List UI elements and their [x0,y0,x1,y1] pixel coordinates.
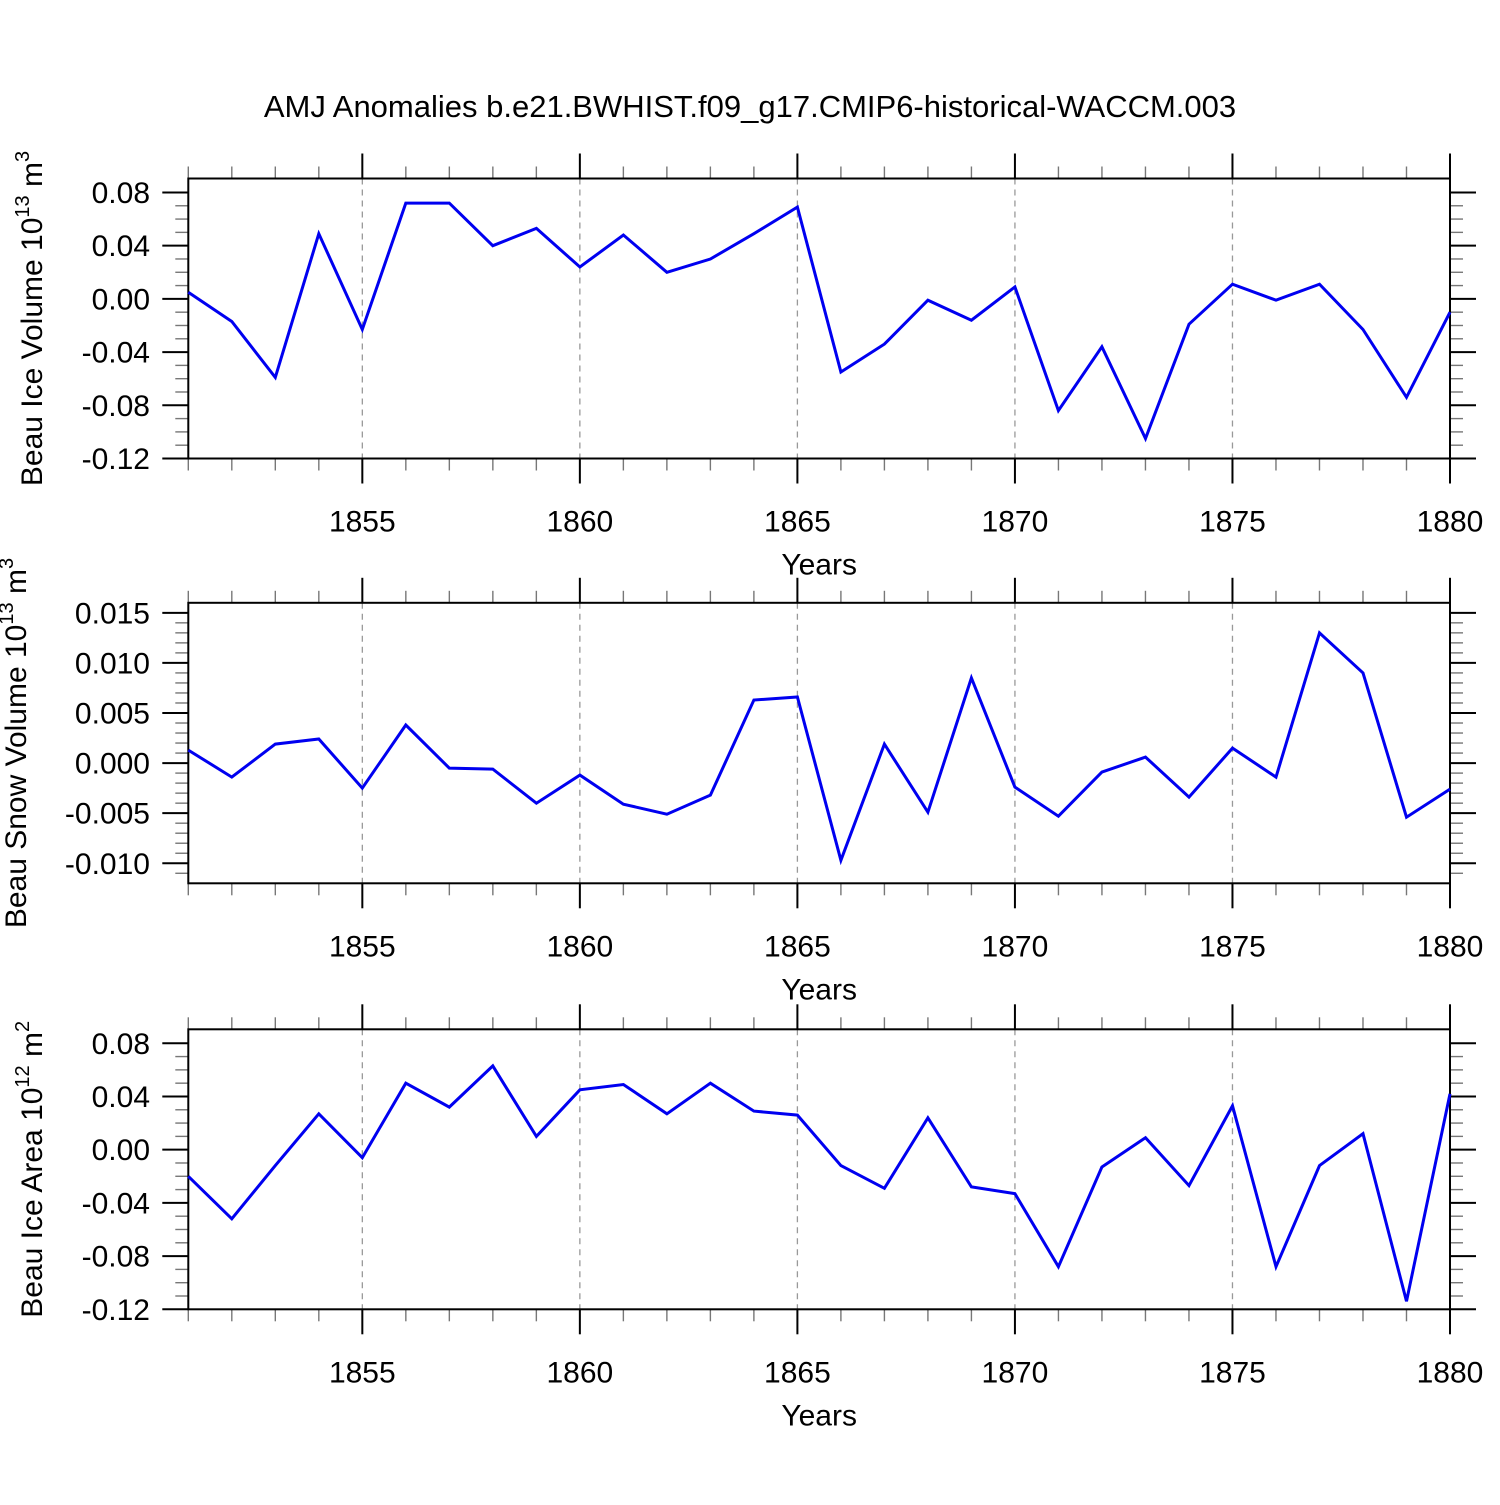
major-ticks [162,1004,1476,1335]
chart-title: AMJ Anomalies b.e21.BWHIST.f09_g17.CMIP6… [264,89,1236,124]
x-tick-label: 1870 [982,930,1049,963]
x-tick-label: 1880 [1417,930,1484,963]
x-tick-label: 1875 [1199,1356,1266,1389]
y-tick-label: 0.005 [75,697,150,730]
y-tick-label: -0.08 [82,1241,150,1274]
major-ticks [162,577,1476,909]
x-tick-label: 1860 [546,930,613,963]
x-tick-label: 1855 [329,930,396,963]
y-tick-label: -0.010 [65,848,150,881]
x-tick-label: 1860 [546,506,613,539]
x-tick-label: 1875 [1199,930,1266,963]
x-tick-label: 1880 [1417,506,1484,539]
y-tick-label: -0.04 [82,337,150,370]
y-tick-label: 0.010 [75,647,150,680]
x-tick-label: 1860 [546,1356,613,1389]
data-line-ice-area [187,1063,1452,1302]
x-tick-label: 1880 [1417,1356,1484,1389]
y-axis-label: Beau Ice Area 1012 m2 [12,1021,49,1318]
y-tick-label: -0.005 [65,798,150,831]
x-tick-label: 1865 [764,1356,831,1389]
y-tick-label: -0.04 [82,1187,150,1220]
minor-ticks [175,166,1463,471]
y-tick-labels: 0.08 0.04 0.00 -0.04 -0.08 -0.12 [82,177,150,476]
x-tick-label: 1865 [764,506,831,539]
x-tick-label: 1870 [982,506,1049,539]
y-tick-label: 0.08 [92,1028,150,1061]
x-tick-label: 1875 [1199,506,1266,539]
y-tick-label: 0.015 [75,597,150,630]
data-line-snow-volume [187,630,1451,866]
x-tick-label: 1855 [329,1356,396,1389]
y-tick-label: 0.00 [92,1134,150,1167]
x-tick-label: 1855 [329,506,396,539]
x-tick-label: 1870 [982,1356,1049,1389]
data-line-ice-volume [187,201,1452,443]
gridlines [361,602,1234,884]
x-tick-labels: 1855 1860 1865 1870 1875 1880 [329,506,1483,539]
y-tick-label: 0.000 [75,748,150,781]
y-tick-label: 0.04 [92,230,150,263]
axes-frame [187,601,1451,885]
y-axis-label: Beau Snow Volume 1013 m3 [0,558,33,928]
x-tick-label: 1865 [764,930,831,963]
major-ticks [162,153,1476,484]
x-axis-label: Years [781,549,857,582]
y-tick-label: -0.08 [82,390,150,423]
y-tick-label: 0.08 [92,177,150,210]
y-tick-label: 0.00 [92,283,150,316]
x-tick-labels: 1855 1860 1865 1870 1875 1880 [329,1356,1483,1389]
y-tick-labels: 0.08 0.04 0.00 -0.04 -0.08 -0.12 [82,1028,150,1327]
y-tick-label: -0.12 [82,1294,150,1327]
x-tick-labels: 1855 1860 1865 1870 1875 1880 [329,930,1483,963]
y-tick-label: -0.12 [82,443,150,476]
y-tick-labels: 0.015 0.010 0.005 0.000 -0.005 -0.010 [65,597,150,880]
x-axis-label: Years [781,973,857,1006]
axes-frame [187,177,1451,460]
panel-snow-volume: 0.015 0.010 0.005 0.000 -0.005 -0.010 1855 1860… [0,558,1483,1006]
x-axis-label: Years [781,1399,857,1432]
axes-frame [187,1028,1451,1311]
y-tick-label: 0.04 [92,1081,150,1114]
minor-ticks [175,1017,1463,1322]
y-axis-label: Beau Ice Volume 1013 m3 [12,151,49,486]
minor-ticks [175,590,1463,896]
gridlines [361,178,1234,459]
gridlines [361,1029,1234,1310]
